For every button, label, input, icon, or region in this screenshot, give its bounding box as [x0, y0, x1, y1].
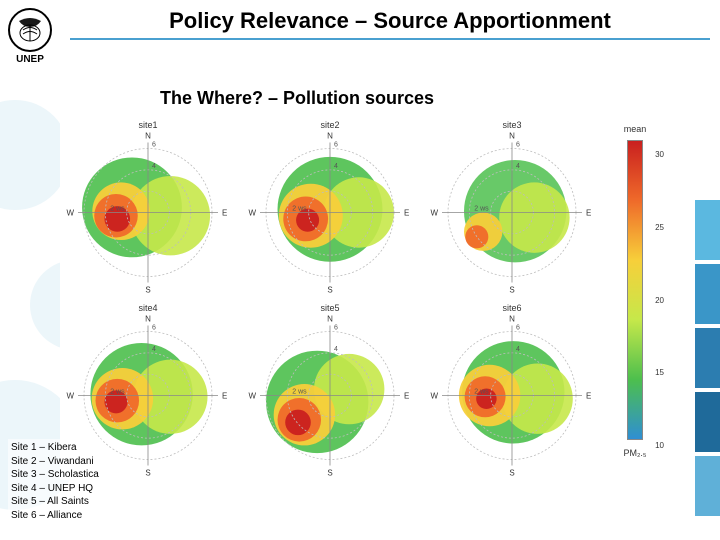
colorbar-tick: 10 — [655, 441, 664, 450]
svg-text:W: W — [430, 209, 438, 218]
polar-plot-title: site3 — [502, 120, 521, 130]
side-bar — [695, 264, 720, 324]
svg-text:4: 4 — [152, 346, 156, 353]
site-legend-item: Site 5 – All Saints — [11, 495, 99, 509]
svg-text:6: 6 — [334, 325, 338, 332]
svg-text:6: 6 — [516, 142, 520, 149]
svg-text:N: N — [327, 132, 333, 141]
polar-svg: 2 ws 4 6N S E W — [242, 120, 418, 297]
polar-plot-site2: site2 2 ws 4 6N S E W — [242, 120, 418, 297]
svg-text:W: W — [248, 209, 256, 218]
svg-text:E: E — [404, 392, 409, 401]
page-title: Policy Relevance – Source Apportionment — [70, 8, 710, 34]
site-legend-item: Site 4 – UNEP HQ — [11, 482, 99, 496]
svg-text:4: 4 — [334, 346, 338, 353]
org-name: UNEP — [8, 54, 52, 65]
polar-plot-title: site4 — [138, 303, 157, 313]
site-legend: Site 1 – KiberaSite 2 – ViwandaniSite 3 … — [8, 439, 102, 524]
side-bar — [695, 392, 720, 452]
colorbar-caption: PM₂.₅ — [623, 448, 646, 458]
title-underline — [70, 38, 710, 40]
svg-text:6: 6 — [516, 325, 520, 332]
site-legend-item: Site 3 – Scholastica — [11, 468, 99, 482]
side-bars — [695, 200, 720, 520]
side-bar — [695, 328, 720, 388]
unep-logo-icon — [8, 8, 52, 52]
side-bar — [695, 200, 720, 260]
svg-text:W: W — [66, 392, 74, 401]
colorbar-title: mean — [624, 124, 647, 134]
colorbar-gradient — [627, 140, 643, 440]
svg-text:S: S — [327, 469, 332, 478]
svg-text:N: N — [145, 315, 151, 324]
polar-svg: 2 ws 4 6N S E W — [242, 303, 418, 480]
polar-plot-title: site5 — [320, 303, 339, 313]
svg-text:4: 4 — [516, 346, 520, 353]
svg-text:S: S — [509, 469, 514, 478]
svg-text:N: N — [145, 132, 151, 141]
colorbar-tick: 25 — [655, 223, 664, 232]
colorbar-ticks: 30 25 20 15 10 — [655, 150, 664, 450]
svg-text:6: 6 — [152, 325, 156, 332]
svg-text:N: N — [509, 132, 515, 141]
svg-text:2 ws: 2 ws — [110, 389, 125, 396]
globe-leaf-icon — [13, 13, 47, 47]
polar-grid: site12 ws46NSEWsite22 ws46NSEWsite32 ws4… — [60, 120, 600, 480]
svg-text:E: E — [222, 392, 227, 401]
svg-text:N: N — [327, 315, 333, 324]
org-logo: UNEP — [8, 8, 52, 65]
svg-text:E: E — [586, 209, 591, 218]
svg-text:N: N — [509, 315, 515, 324]
svg-text:S: S — [145, 469, 150, 478]
polar-plot-title: site6 — [502, 303, 521, 313]
svg-text:S: S — [509, 286, 514, 295]
polar-plot-site5: site5 2 ws 4 6N S E W — [242, 303, 418, 480]
polar-svg: 2 ws 4 6N S E W — [424, 303, 600, 480]
svg-text:4: 4 — [334, 163, 338, 170]
svg-text:S: S — [145, 286, 150, 295]
svg-text:6: 6 — [152, 142, 156, 149]
svg-text:6: 6 — [334, 142, 338, 149]
chart-area: site12 ws46NSEWsite22 ws46NSEWsite32 ws4… — [60, 120, 670, 480]
site-legend-item: Site 1 – Kibera — [11, 441, 99, 455]
colorbar-tick: 20 — [655, 296, 664, 305]
svg-text:W: W — [248, 392, 256, 401]
colorbar: mean 30 25 20 15 10 PM₂.₅ — [600, 120, 670, 480]
svg-text:2 ws: 2 ws — [292, 206, 307, 213]
svg-text:S: S — [327, 286, 332, 295]
colorbar-tick: 15 — [655, 368, 664, 377]
title-block: Policy Relevance – Source Apportionment — [70, 8, 710, 40]
site-legend-item: Site 2 – Viwandani — [11, 455, 99, 469]
colorbar-tick: 30 — [655, 150, 664, 159]
svg-text:W: W — [430, 392, 438, 401]
svg-text:2 ws: 2 ws — [110, 206, 125, 213]
polar-plot-site1: site1 2 ws 4 6N S E W — [60, 120, 236, 297]
side-bar — [695, 456, 720, 516]
svg-text:E: E — [222, 209, 227, 218]
svg-text:2 ws: 2 ws — [474, 389, 489, 396]
svg-text:E: E — [586, 392, 591, 401]
svg-text:2 ws: 2 ws — [474, 206, 489, 213]
svg-text:4: 4 — [152, 163, 156, 170]
svg-text:W: W — [66, 209, 74, 218]
page-subtitle: The Where? – Pollution sources — [160, 88, 680, 109]
svg-text:4: 4 — [516, 163, 520, 170]
polar-plot-site6: site6 2 ws 4 6N S E W — [424, 303, 600, 480]
polar-svg: 2 ws 4 6N S E W — [60, 120, 236, 297]
polar-plot-title: site2 — [320, 120, 339, 130]
polar-plot-title: site1 — [138, 120, 157, 130]
svg-text:2 ws: 2 ws — [292, 389, 307, 396]
site-legend-item: Site 6 – Alliance — [11, 509, 99, 523]
polar-plot-site3: site3 2 ws 4 6N S E W — [424, 120, 600, 297]
polar-svg: 2 ws 4 6N S E W — [424, 120, 600, 297]
svg-text:E: E — [404, 209, 409, 218]
